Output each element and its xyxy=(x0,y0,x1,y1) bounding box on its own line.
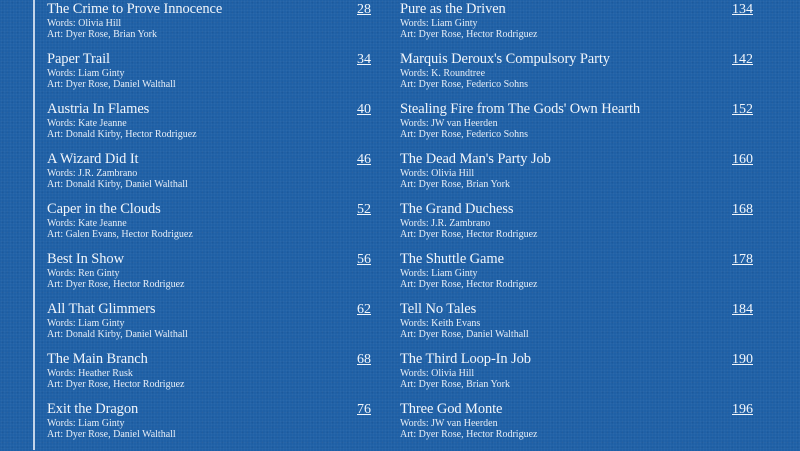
entry-title: The Shuttle Game xyxy=(400,251,504,267)
toc-entry[interactable]: Stealing Fire from The Gods' Own Hearth … xyxy=(400,101,753,151)
entry-page-number: 160 xyxy=(732,152,753,167)
toc-entry[interactable]: The Main Branch 68 Words: Heather Rusk A… xyxy=(47,351,371,401)
entry-words-credit: Words: Olivia Hill xyxy=(400,168,475,179)
entry-title: The Main Branch xyxy=(47,351,148,367)
entry-page-number: 46 xyxy=(357,152,371,167)
entry-title: Tell No Tales xyxy=(400,301,477,317)
toc-entry[interactable]: All That Glimmers 62 Words: Liam Ginty A… xyxy=(47,301,371,351)
entry-page-number: 76 xyxy=(357,402,371,417)
margin-rule xyxy=(33,0,35,450)
entry-title: Pure as the Driven xyxy=(400,1,506,17)
entry-title: Austria In Flames xyxy=(47,101,150,117)
entry-words-credit: Words: Keith Evans xyxy=(400,318,481,329)
toc-entry[interactable]: Tell No Tales 184 Words: Keith Evans Art… xyxy=(400,301,753,351)
entry-page-number: 168 xyxy=(732,202,753,217)
entry-page-number: 196 xyxy=(732,402,753,417)
entry-art-credit: Art: Donald Kirby, Hector Rodriguez xyxy=(47,129,197,140)
entry-words-credit: Words: K. Roundtree xyxy=(400,68,486,79)
toc-entry[interactable]: Caper in the Clouds 52 Words: Kate Jeann… xyxy=(47,201,371,251)
entry-words-credit: Words: Liam Ginty xyxy=(47,418,125,429)
entry-page-number: 190 xyxy=(732,352,753,367)
entry-art-credit: Art: Dyer Rose, Hector Rodriguez xyxy=(400,279,538,290)
toc-entry[interactable]: A Wizard Did It 46 Words: J.R. Zambrano … xyxy=(47,151,371,201)
entry-title: The Dead Man's Party Job xyxy=(400,151,551,167)
entry-title: A Wizard Did It xyxy=(47,151,139,167)
entry-art-credit: Art: Dyer Rose, Daniel Walthall xyxy=(400,329,529,340)
entry-page-number: 184 xyxy=(732,302,753,317)
entry-page-number: 34 xyxy=(357,52,371,67)
entry-title: Paper Trail xyxy=(47,51,110,67)
entry-art-credit: Art: Donald Kirby, Daniel Walthall xyxy=(47,329,188,340)
entry-title: Best In Show xyxy=(47,251,124,267)
entry-art-credit: Art: Dyer Rose, Hector Rodriguez xyxy=(47,279,185,290)
entry-art-credit: Art: Dyer Rose, Hector Rodriguez xyxy=(47,379,185,390)
entry-words-credit: Words: Olivia Hill xyxy=(47,18,122,29)
entry-art-credit: Art: Dyer Rose, Brian York xyxy=(400,179,510,190)
entry-title: The Grand Duchess xyxy=(400,201,514,217)
entry-words-credit: Words: J.R. Zambrano xyxy=(400,218,491,229)
entry-words-credit: Words: Liam Ginty xyxy=(47,318,125,329)
toc-entry[interactable]: The Shuttle Game 178 Words: Liam Ginty A… xyxy=(400,251,753,301)
entry-words-credit: Words: Olivia Hill xyxy=(400,368,475,379)
entry-words-credit: Words: JW van Heerden xyxy=(400,118,498,129)
toc-entry[interactable]: Pure as the Driven 134 Words: Liam Ginty… xyxy=(400,1,753,51)
entry-words-credit: Words: Kate Jeanne xyxy=(47,218,127,229)
entry-art-credit: Art: Dyer Rose, Daniel Walthall xyxy=(47,79,176,90)
entry-art-credit: Art: Dyer Rose, Brian York xyxy=(47,29,157,40)
toc-entry[interactable]: Exit the Dragon 76 Words: Liam Ginty Art… xyxy=(47,401,371,451)
entry-art-credit: Art: Dyer Rose, Hector Rodriguez xyxy=(400,229,538,240)
entry-art-credit: Art: Dyer Rose, Hector Rodriguez xyxy=(400,429,538,440)
toc-entry[interactable]: The Third Loop-In Job 190 Words: Olivia … xyxy=(400,351,753,401)
entry-words-credit: Words: Liam Ginty xyxy=(400,268,478,279)
toc-entry[interactable]: The Dead Man's Party Job 160 Words: Oliv… xyxy=(400,151,753,201)
entry-words-credit: Words: Heather Rusk xyxy=(47,368,133,379)
entry-art-credit: Art: Dyer Rose, Brian York xyxy=(400,379,510,390)
entry-title: All That Glimmers xyxy=(47,301,156,317)
entry-page-number: 62 xyxy=(357,302,371,317)
toc-entry[interactable]: The Crime to Prove Innocence 28 Words: O… xyxy=(47,1,371,51)
entry-words-credit: Words: Liam Ginty xyxy=(400,18,478,29)
entry-title: The Crime to Prove Innocence xyxy=(47,1,223,17)
toc-entry[interactable]: Paper Trail 34 Words: Liam Ginty Art: Dy… xyxy=(47,51,371,101)
entry-page-number: 134 xyxy=(732,2,753,17)
entry-page-number: 178 xyxy=(732,252,753,267)
entry-art-credit: Art: Donald Kirby, Daniel Walthall xyxy=(47,179,188,190)
entry-page-number: 56 xyxy=(357,252,371,267)
entry-words-credit: Words: JW van Heerden xyxy=(400,418,498,429)
entry-art-credit: Art: Dyer Rose, Federico Sohns xyxy=(400,79,529,90)
toc-entry[interactable]: The Grand Duchess 168 Words: J.R. Zambra… xyxy=(400,201,753,251)
entry-title: Exit the Dragon xyxy=(47,401,139,417)
toc-entry[interactable]: Austria In Flames 40 Words: Kate Jeanne … xyxy=(47,101,371,151)
entry-page-number: 52 xyxy=(357,202,371,217)
entry-page-number: 152 xyxy=(732,102,753,117)
entry-title: Three God Monte xyxy=(400,401,503,417)
entry-art-credit: Art: Galen Evans, Hector Rodriguez xyxy=(47,229,193,240)
entry-art-credit: Art: Dyer Rose, Daniel Walthall xyxy=(47,429,176,440)
entry-words-credit: Words: Kate Jeanne xyxy=(47,118,127,129)
entry-page-number: 68 xyxy=(357,352,371,367)
entry-page-number: 40 xyxy=(357,102,371,117)
toc-entry[interactable]: Three God Monte 196 Words: JW van Heerde… xyxy=(400,401,753,451)
entry-page-number: 28 xyxy=(357,2,371,17)
entry-title: The Third Loop-In Job xyxy=(400,351,531,367)
entry-art-credit: Art: Dyer Rose, Federico Sohns xyxy=(400,129,529,140)
entry-title: Marquis Deroux's Compulsory Party xyxy=(400,51,610,67)
entry-title: Caper in the Clouds xyxy=(47,201,161,217)
toc-entry[interactable]: Best In Show 56 Words: Ren Ginty Art: Dy… xyxy=(47,251,371,301)
toc-entry[interactable]: Marquis Deroux's Compulsory Party 142 Wo… xyxy=(400,51,753,101)
entry-art-credit: Art: Dyer Rose, Hector Rodriguez xyxy=(400,29,538,40)
entry-words-credit: Words: Liam Ginty xyxy=(47,68,125,79)
entry-title: Stealing Fire from The Gods' Own Hearth xyxy=(400,101,641,117)
entry-words-credit: Words: Ren Ginty xyxy=(47,268,120,279)
entry-words-credit: Words: J.R. Zambrano xyxy=(47,168,138,179)
entry-page-number: 142 xyxy=(732,52,753,67)
